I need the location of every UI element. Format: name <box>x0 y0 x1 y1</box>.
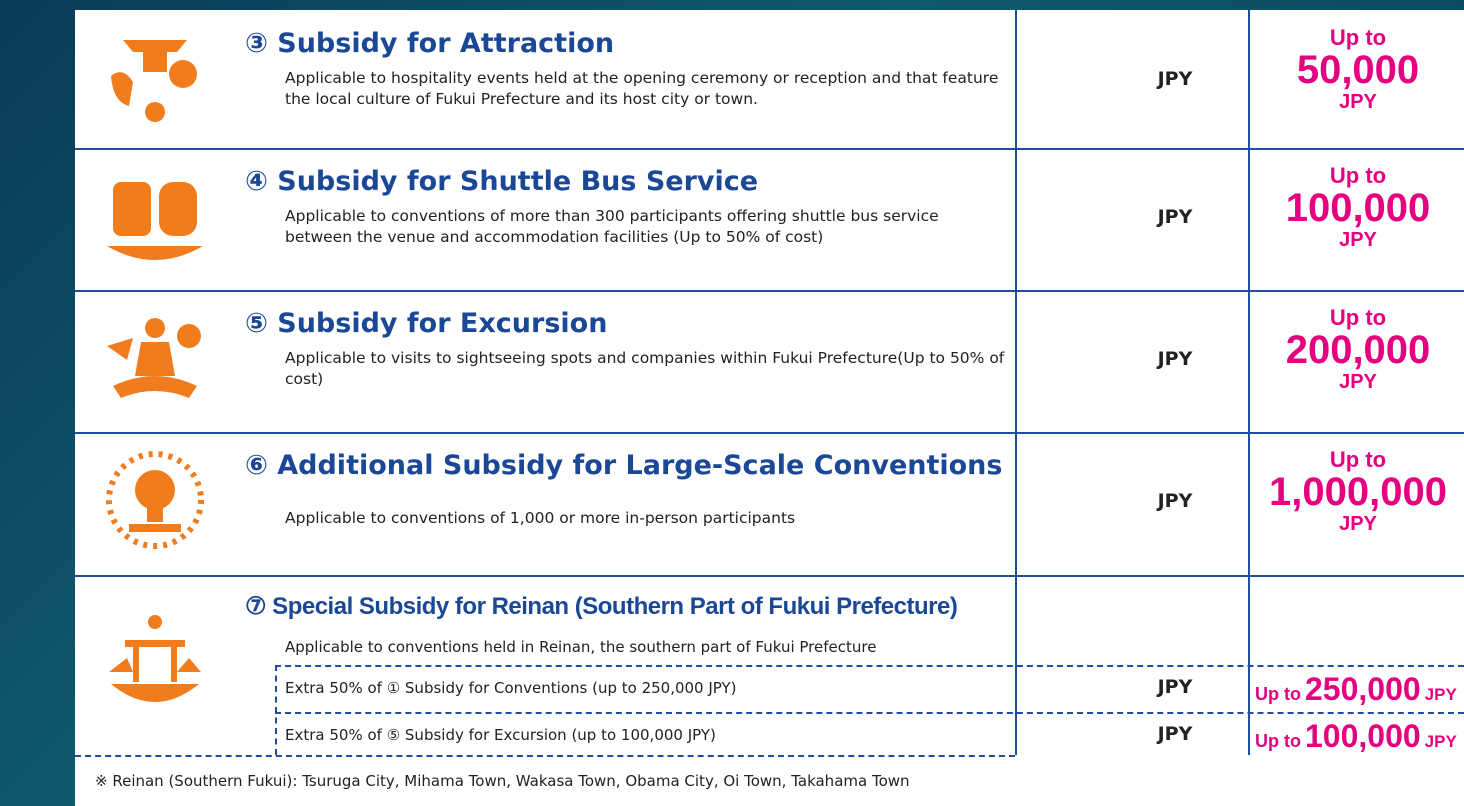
amount: Up to 1,000,000 JPY <box>1252 448 1464 536</box>
table-row: ⑤ Subsidy for Excursion Applicable to vis… <box>75 290 1464 432</box>
table-row: ⑥ Additional Subsidy for Large-Scale Con… <box>75 432 1464 575</box>
unit-label: JPY <box>1157 206 1193 228</box>
row-icon <box>111 40 197 122</box>
dashed-border <box>275 665 277 755</box>
amount-value: 250,000 <box>1304 671 1421 707</box>
amount-prefix: Up to <box>1329 25 1387 50</box>
unit-label: JPY <box>1157 676 1193 698</box>
row-title: ③ Subsidy for Attraction <box>245 28 615 59</box>
amount-unit: JPY <box>1339 91 1377 113</box>
amount-unit: JPY <box>1339 513 1377 535</box>
amount-prefix: Up to <box>1329 447 1387 472</box>
subsidy-table: ③ Subsidy for Attraction Applicable to ho… <box>75 10 1464 806</box>
amount-value: 200,000 <box>1285 328 1431 372</box>
unit-label: JPY <box>1157 68 1193 90</box>
row-border <box>75 575 1464 577</box>
row-icon <box>107 318 201 398</box>
footnote: ※ Reinan (Southern Fukui): Tsuruga City,… <box>95 772 910 790</box>
table-row: ④ Subsidy for Shuttle Bus Service Applica… <box>75 148 1464 290</box>
amount-unit: JPY <box>1339 371 1377 393</box>
amount: Up to 200,000 JPY <box>1252 306 1464 394</box>
amount-inline: Up to 250,000 JPY <box>1255 671 1457 708</box>
amount-unit: JPY <box>1424 732 1457 751</box>
row-title: ⑦ Special Subsidy for Reinan (Southern P… <box>245 593 958 620</box>
item-text: Extra 50% of ⑤ Subsidy for Excursion (up… <box>285 726 716 744</box>
row-description: Applicable to visits to sightseeing spot… <box>285 349 1005 388</box>
row-title: ⑥ Additional Subsidy for Large-Scale Con… <box>245 450 1003 481</box>
amount-prefix: Up to <box>1329 305 1387 330</box>
row-border <box>75 432 1464 434</box>
amount: Up to 100,000 JPY <box>1252 164 1464 252</box>
unit-label: JPY <box>1157 723 1193 745</box>
amount-value: 100,000 <box>1304 718 1421 754</box>
reinan-icon <box>109 615 201 702</box>
unit-label: JPY <box>1157 490 1193 512</box>
amount-prefix: Up to <box>1255 731 1301 751</box>
row-icon <box>106 451 204 549</box>
amount-value: 100,000 <box>1285 186 1431 230</box>
item-text: Extra 50% of ① Subsidy for Conventions (… <box>285 679 737 697</box>
unit-label: JPY <box>1157 348 1193 370</box>
amount-value: 50,000 <box>1296 48 1420 92</box>
column-border <box>1015 10 1017 755</box>
table-row: ③ Subsidy for Attraction Applicable to ho… <box>75 10 1464 148</box>
row-description: Applicable to conventions of 1,000 or mo… <box>285 509 796 527</box>
amount-prefix: Up to <box>1255 684 1301 704</box>
amount-unit: JPY <box>1424 685 1457 704</box>
amount-inline: Up to 100,000 JPY <box>1255 718 1457 755</box>
row-border <box>75 290 1464 292</box>
row-description: Applicable to conventions of more than 3… <box>285 207 939 246</box>
row-description: Applicable to hospitality events held at… <box>285 69 999 108</box>
column-border <box>1248 10 1250 755</box>
row-border <box>75 148 1464 150</box>
dashed-border <box>275 712 1464 714</box>
row-icon <box>107 182 203 260</box>
row-description: Applicable to conventions held in Reinan… <box>285 638 877 656</box>
dashed-border <box>75 755 1015 757</box>
amount-value: 1,000,000 <box>1269 470 1447 514</box>
amount-prefix: Up to <box>1329 163 1387 188</box>
row-title: ④ Subsidy for Shuttle Bus Service <box>245 166 759 197</box>
amount: Up to 50,000 JPY <box>1252 26 1464 114</box>
dashed-border <box>275 665 1464 667</box>
row-title: ⑤ Subsidy for Excursion <box>245 308 608 339</box>
amount-unit: JPY <box>1339 229 1377 251</box>
